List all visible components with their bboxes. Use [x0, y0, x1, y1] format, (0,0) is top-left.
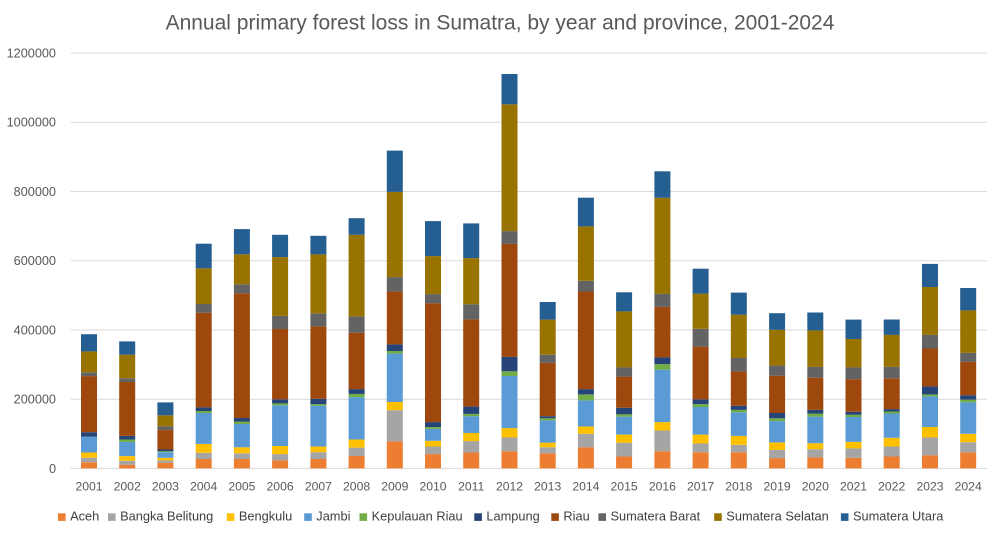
svg-text:2002: 2002	[114, 480, 141, 494]
svg-text:Jambi: Jambi	[316, 509, 350, 524]
svg-text:600000: 600000	[14, 254, 56, 268]
svg-text:2011: 2011	[458, 480, 484, 494]
svg-text:Sumatera Utara: Sumatera Utara	[853, 509, 944, 524]
svg-text:Riau: Riau	[563, 509, 589, 524]
svg-text:Annual primary forest loss in: Annual primary forest loss in Sumatra, b…	[166, 12, 835, 35]
svg-text:0: 0	[49, 462, 56, 476]
svg-text:2003: 2003	[152, 480, 179, 494]
svg-text:200000: 200000	[14, 393, 56, 407]
svg-text:2018: 2018	[725, 480, 752, 494]
svg-text:1000000: 1000000	[7, 116, 56, 130]
svg-text:2022: 2022	[878, 480, 905, 494]
svg-text:2021: 2021	[840, 480, 867, 494]
svg-text:2023: 2023	[916, 480, 943, 494]
svg-text:2008: 2008	[343, 480, 370, 494]
svg-text:Bengkulu: Bengkulu	[239, 509, 292, 524]
svg-text:Bangka Belitung: Bangka Belitung	[120, 509, 213, 524]
svg-text:2012: 2012	[496, 480, 523, 494]
svg-text:800000: 800000	[14, 185, 56, 199]
svg-text:Sumatera Selatan: Sumatera Selatan	[726, 509, 828, 524]
svg-text:2004: 2004	[190, 480, 217, 494]
svg-text:2024: 2024	[955, 480, 982, 494]
svg-text:2005: 2005	[228, 480, 255, 494]
svg-text:1200000: 1200000	[7, 47, 56, 61]
svg-text:400000: 400000	[14, 323, 56, 337]
svg-text:2009: 2009	[381, 480, 408, 494]
svg-text:2020: 2020	[802, 480, 829, 494]
svg-text:2019: 2019	[764, 480, 791, 494]
svg-text:Kepulauan Riau: Kepulauan Riau	[372, 509, 463, 524]
svg-text:2006: 2006	[267, 480, 294, 494]
svg-text:Aceh: Aceh	[70, 509, 99, 524]
svg-text:2017: 2017	[687, 480, 714, 494]
svg-text:Sumatera Barat: Sumatera Barat	[611, 509, 701, 524]
svg-text:2007: 2007	[305, 480, 332, 494]
svg-text:2015: 2015	[611, 480, 638, 494]
svg-text:2016: 2016	[649, 480, 676, 494]
svg-text:2010: 2010	[419, 480, 446, 494]
svg-text:2013: 2013	[534, 480, 561, 494]
svg-text:2001: 2001	[75, 480, 102, 494]
svg-text:Lampung: Lampung	[486, 509, 539, 524]
svg-text:2014: 2014	[572, 480, 599, 494]
